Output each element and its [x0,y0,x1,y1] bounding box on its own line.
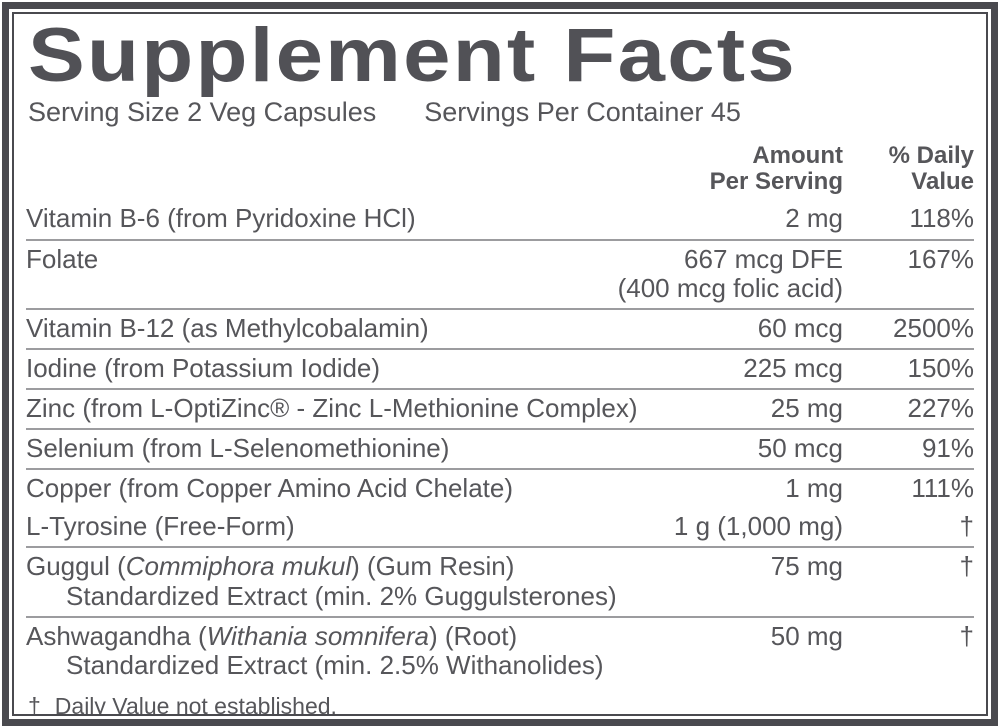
table-row-main-line: Zinc (from L-OptiZinc® - Zinc L-Methioni… [26,393,975,424]
ingredient-name-part: ) (Gum Resin) [351,551,515,582]
table-row: Guggul (Commiphora mukul) (Gum Resin) 75 … [26,546,974,615]
label-inner-panel: Supplement Facts Serving Size 2 Veg Caps… [12,12,988,716]
ingredient-daily-value: 150% [907,352,975,383]
ingredient-name: Selenium (from L-Selenomethionine) [26,434,449,463]
column-header-amount: Amount Per Serving [709,141,843,196]
ingredient-name-part: ) (Root) [429,620,518,651]
table-row-main-line: Copper (from Copper Amino Acid Chelate) 1… [26,474,974,503]
ingredient-name-part: Zinc (from L-OptiZinc® - Zinc L-Methioni… [26,393,638,424]
ingredient-amount: 1 g (1,000 mg) [673,511,843,542]
table-row: Selenium (from L-Selenomethionine) 50 mcg… [26,428,974,468]
ingredient-name: Iodine (from Potassium Iodide) [26,352,381,383]
ingredient-name-part: Guggul ( [26,551,126,582]
ingredient-name-latin: Commiphora mukul [125,551,352,582]
label-title: Supplement Facts [28,13,797,98]
table-row: Vitamin B-12 (as Methylcobalamin) 60 mcg 2… [26,307,974,348]
table-row: Vitamin B-6 (from Pyridoxine HCl) 2 mg 118… [26,200,974,238]
ingredient-name-part: Iodine (from Potassium Iodide) [26,352,381,383]
table-row-main-line: Ashwagandha (Withania somnifera) (Root) 5… [26,620,974,651]
table-row: L-Tyrosine (Free-Form) 1 g (1,000 mg) † [26,508,974,546]
ingredient-name-line2: Standardized Extract (min. 2.5% Withanol… [66,649,604,680]
ingredient-daily-value: 2500% [893,312,974,343]
table-row: Copper (from Copper Amino Acid Chelate) 1… [26,468,974,508]
ingredient-name-latin: Withania somnifera [206,620,429,651]
ingredient-amount: 25 mg [770,393,843,424]
ingredient-daily-value: 91% [921,433,974,464]
table-row: Zinc (from L-OptiZinc® - Zinc L-Methioni… [26,388,974,428]
table-row: Folate 667 mcg DFE (400 mcg folic acid) 16… [26,238,975,308]
ingredient-daily-value: † [959,551,974,582]
column-header-daily-value: % Daily Value [888,141,974,196]
ingredient-amount: 225 mcg [743,352,843,383]
ingredient-daily-value: 167% [907,243,975,274]
table-row-main-line: Folate 667 mcg DFE (400 mcg folic acid) 16… [26,243,975,303]
botanical-rows: L-Tyrosine (Free-Form) 1 g (1,000 mg) † Gug… [26,508,974,685]
ingredient-name-part: Selenium (from L-Selenomethionine) [26,433,450,464]
ingredient-amount: 1 mg [785,473,843,504]
ingredient-name-part: Vitamin B-6 (from Pyridoxine HCl) [26,203,416,234]
ingredient-name: Vitamin B-12 (as Methylcobalamin) [26,312,429,343]
ingredient-name-part: Ashwagandha ( [26,620,207,651]
ingredient-amount: 50 mcg [757,433,843,464]
ingredient-daily-value: 118% [909,203,974,234]
ingredient-daily-value: † [959,620,974,651]
table-row-main-line: Selenium (from L-Selenomethionine) 50 mcg… [26,434,974,463]
table-row-main-line: Vitamin B-6 (from Pyridoxine HCl) 2 mg 118… [26,204,974,233]
ingredient-amount: 60 mcg [757,312,843,343]
ingredient-amount: 667 mcg DFE (400 mcg folic acid) [617,243,843,303]
ingredient-name-part: L-Tyrosine (Free-Form) [26,511,295,542]
serving-info: Serving Size 2 Veg Capsules Servings Per … [28,97,974,128]
ingredient-name: Zinc (from L-OptiZinc® - Zinc L-Methioni… [26,393,638,424]
footnote-text: Daily Value not established. [54,692,337,716]
ingredient-name-line2: Standardized Extract (min. 2% Guggulster… [66,580,617,611]
ingredient-name: L-Tyrosine (Free-Form) [26,512,295,541]
ingredient-name-part: Copper (from Copper Amino Acid Chelate) [26,473,514,504]
table-row-main-line: Iodine (from Potassium Iodide) 225 mcg 150… [26,352,975,383]
column-headers: Amount Per Serving % Daily Value [26,136,974,201]
ingredient-daily-value: 111% [911,473,974,504]
ingredient-name-part: Folate [26,243,99,274]
nutrient-rows: Vitamin B-6 (from Pyridoxine HCl) 2 mg 118… [26,200,974,508]
table-row-main-line: L-Tyrosine (Free-Form) 1 g (1,000 mg) † [26,512,974,541]
ingredient-daily-value: † [959,511,974,542]
table-row-main-line: Guggul (Commiphora mukul) (Gum Resin) 75 … [26,552,974,581]
ingredient-name: Folate [26,243,99,274]
footnote: † Daily Value not established. [26,685,974,716]
table-row-main-line: Vitamin B-12 (as Methylcobalamin) 60 mcg 2… [26,312,974,343]
ingredient-name: Vitamin B-6 (from Pyridoxine HCl) [26,204,416,233]
serving-size-text: Serving Size 2 Veg Capsules [28,97,377,127]
ingredient-amount: 50 mg [770,620,843,651]
footnote-dagger-symbol: † [28,692,41,716]
ingredient-name: Guggul (Commiphora mukul) (Gum Resin) [26,552,514,581]
ingredient-name: Ashwagandha (Withania somnifera) (Root) [26,620,518,651]
ingredient-daily-value: 227% [907,393,975,424]
table-row: Iodine (from Potassium Iodide) 225 mcg 150… [26,347,975,388]
ingredient-amount: 75 mg [770,551,843,582]
servings-per-container-text: Servings Per Container 45 [424,97,741,127]
ingredient-amount: 2 mg [785,203,843,234]
table-row: Ashwagandha (Withania somnifera) (Root) 5… [26,615,974,685]
ingredient-name-part: Vitamin B-12 (as Methylcobalamin) [26,312,429,343]
ingredient-name: Copper (from Copper Amino Acid Chelate) [26,474,513,503]
